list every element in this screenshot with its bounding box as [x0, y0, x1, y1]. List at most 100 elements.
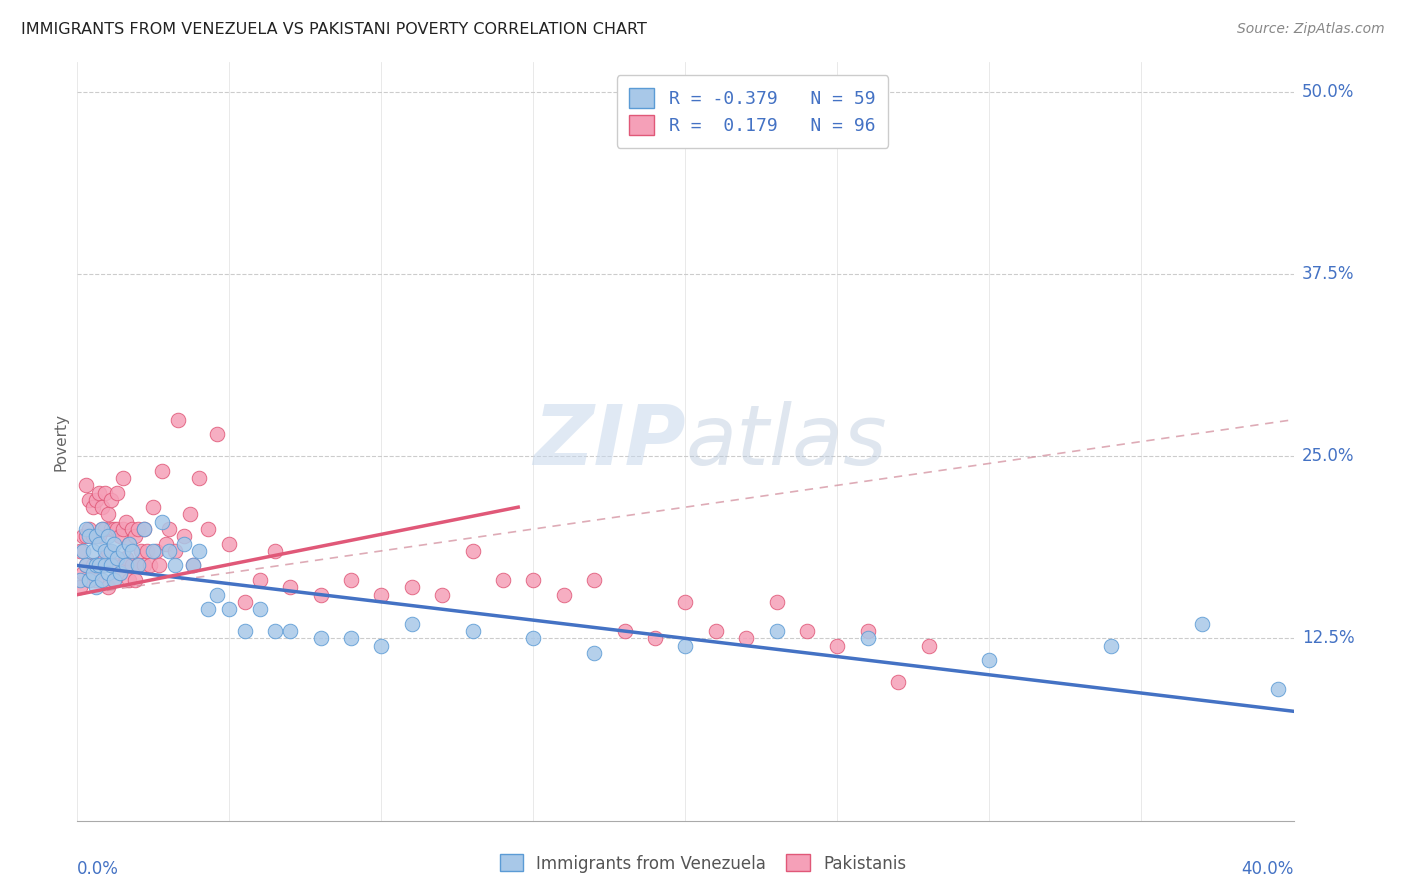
Point	[84, 492, 107, 507]
Point	[735, 632, 758, 646]
Point	[157, 544, 180, 558]
Point	[115, 558, 138, 573]
Text: ZIP: ZIP	[533, 401, 686, 482]
Point	[72, 529, 94, 543]
Point	[103, 573, 125, 587]
Point	[121, 544, 143, 558]
Point	[197, 522, 219, 536]
Point	[100, 558, 122, 573]
Point	[118, 536, 141, 550]
Point	[84, 573, 107, 587]
Point	[856, 624, 879, 639]
Point	[233, 595, 256, 609]
Text: 40.0%: 40.0%	[1241, 860, 1294, 878]
Point	[181, 558, 204, 573]
Point	[79, 522, 101, 536]
Point	[97, 580, 120, 594]
Point	[370, 588, 392, 602]
Point	[87, 529, 110, 543]
Point	[218, 536, 240, 550]
Point	[121, 558, 143, 573]
Point	[103, 536, 125, 550]
Point	[108, 529, 131, 543]
Point	[205, 588, 228, 602]
Point	[233, 624, 256, 639]
Y-axis label: Poverty: Poverty	[53, 412, 69, 471]
Point	[93, 522, 115, 536]
Point	[82, 529, 104, 543]
Point	[97, 544, 120, 558]
Point	[522, 573, 544, 587]
Point	[82, 558, 104, 573]
Point	[129, 544, 152, 558]
Point	[205, 427, 228, 442]
Point	[134, 558, 156, 573]
Point	[108, 566, 131, 580]
Point	[765, 595, 787, 609]
Point	[278, 624, 301, 639]
Point	[121, 522, 143, 536]
Point	[100, 558, 122, 573]
Point	[105, 558, 128, 573]
Point	[152, 464, 174, 478]
Legend: R = -0.379   N = 59, R =  0.179   N = 96: R = -0.379 N = 59, R = 0.179 N = 96	[616, 75, 889, 147]
Point	[115, 515, 138, 529]
Point	[79, 492, 101, 507]
Point	[75, 558, 97, 573]
Point	[75, 522, 97, 536]
Point	[111, 544, 134, 558]
Point	[72, 566, 94, 580]
Point	[93, 558, 115, 573]
Point	[103, 573, 125, 587]
Point	[108, 566, 131, 580]
Point	[90, 522, 112, 536]
Point	[69, 573, 91, 587]
Point	[127, 558, 149, 573]
Text: atlas: atlas	[686, 401, 887, 482]
Text: 25.0%: 25.0%	[1302, 447, 1354, 465]
Point	[583, 646, 606, 660]
Point	[127, 558, 149, 573]
Point	[100, 492, 122, 507]
Point	[75, 558, 97, 573]
Point	[613, 624, 636, 639]
Point	[644, 632, 666, 646]
Point	[918, 639, 941, 653]
Point	[118, 573, 141, 587]
Point	[115, 551, 138, 566]
Point	[492, 573, 515, 587]
Text: 50.0%: 50.0%	[1302, 83, 1354, 101]
Point	[103, 522, 125, 536]
Text: 0.0%: 0.0%	[77, 860, 120, 878]
Point	[79, 573, 101, 587]
Point	[93, 485, 115, 500]
Point	[152, 515, 174, 529]
Point	[69, 580, 91, 594]
Point	[188, 471, 211, 485]
Point	[134, 522, 156, 536]
Point	[124, 529, 146, 543]
Point	[370, 639, 392, 653]
Point	[278, 580, 301, 594]
Point	[105, 522, 128, 536]
Text: 12.5%: 12.5%	[1302, 630, 1354, 648]
Text: IMMIGRANTS FROM VENEZUELA VS PAKISTANI POVERTY CORRELATION CHART: IMMIGRANTS FROM VENEZUELA VS PAKISTANI P…	[21, 22, 647, 37]
Point	[181, 558, 204, 573]
Point	[87, 558, 110, 573]
Point	[675, 639, 697, 653]
Point	[173, 529, 195, 543]
Point	[145, 544, 167, 558]
Point	[430, 588, 453, 602]
Point	[79, 573, 101, 587]
Point	[105, 485, 128, 500]
Point	[90, 573, 112, 587]
Point	[82, 544, 104, 558]
Point	[105, 551, 128, 566]
Point	[69, 544, 91, 558]
Point	[1267, 682, 1289, 697]
Point	[93, 544, 115, 558]
Point	[166, 412, 188, 426]
Point	[87, 536, 110, 550]
Point	[111, 558, 134, 573]
Point	[765, 624, 787, 639]
